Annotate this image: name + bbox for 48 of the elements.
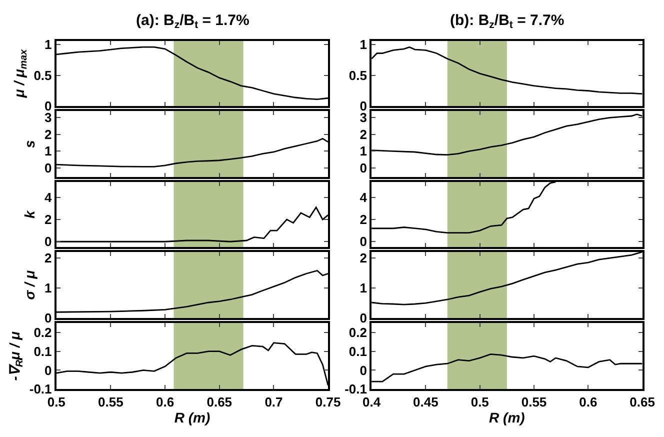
x-tick-label: 0.6 [579,394,598,410]
y-axis-title: k [22,209,38,218]
y-tick-label: 0.5 [34,68,52,83]
y-tick-label: 2 [44,250,52,266]
y-tick-label: 0.2 [34,324,52,340]
y-tick-label: 2 [360,212,367,228]
y-tick-label: 0 [44,362,52,378]
x-tick-label: 0.75 [315,394,341,410]
x-tick-label: 0.7 [264,394,283,410]
chart-title: (b): B$_{z}$/B$_{t}$ = 7.7% [450,12,564,32]
x-tick-label: 0.5 [470,394,489,410]
y-tick-label: 0 [44,160,52,176]
y-tick-label: 2 [44,126,52,142]
y-tick-label: 0.5 [348,68,367,83]
chart-title: (a): B$_{z}$/B$_{t}$ = 1.7% [136,12,250,32]
y-tick-label: 0 [360,234,367,250]
x-axis-title: R (m) [489,410,526,426]
x-tick-label: 0.6 [156,394,174,410]
y-tick-label: 2 [360,126,367,142]
y-tick-label: 0 [360,310,367,326]
y-tick-label: 2 [44,212,52,228]
y-tick-label: 0.1 [34,344,52,359]
y-tick-label: 0 [360,362,367,378]
y-tick-label: 2 [360,250,367,266]
y-tick-label: 1 [360,144,367,159]
y-tick-label: 0 [44,234,52,250]
y-tick-label: 1 [44,144,52,159]
x-tick-label: 0.45 [413,394,438,410]
y-axis-title: σ / μ [22,270,38,300]
y-tick-label: 0 [360,160,367,176]
x-tick-label: 0.55 [521,394,547,410]
y-tick-label: -0.1 [29,382,52,397]
x-tick-label: 0.4 [362,394,382,410]
y-tick-label: 4 [360,190,368,205]
y-tick-label: -0.1 [344,382,367,397]
x-tick-label: 0.65 [206,394,232,410]
y-axis-title: s [22,140,38,148]
x-tick-label: 0.65 [630,394,655,410]
y-tick-label: 0.2 [348,324,367,340]
y-tick-label: 4 [44,190,53,205]
y-tick-label: 0 [44,310,52,326]
y-tick-label: 1 [360,37,367,52]
y-tick-label: 0.1 [348,344,367,359]
x-tick-label: 0.55 [98,394,124,410]
y-tick-label: 1 [44,37,52,52]
y-tick-label: 1 [360,280,367,296]
x-axis-title: R (m) [174,410,210,426]
y-tick-label: 1 [44,280,52,296]
